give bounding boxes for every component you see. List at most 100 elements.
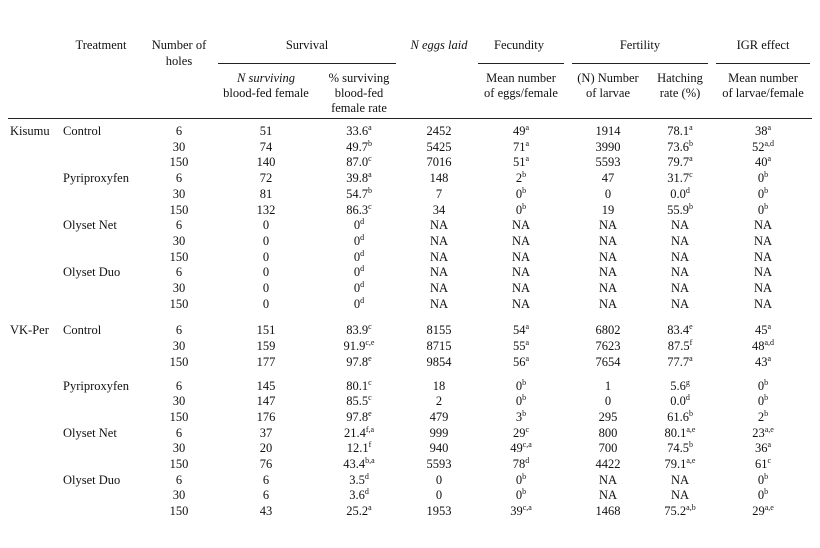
- eggs-cell: NA: [429, 218, 449, 233]
- site-cell: Kisumu: [10, 124, 50, 138]
- header-survival: Survival: [285, 38, 329, 52]
- superscript: b: [764, 185, 769, 195]
- treatment-cell: Control: [63, 124, 102, 138]
- subheader-surviving-2: blood-fed female: [223, 86, 309, 100]
- subheader-hatch-2: rate (%): [659, 86, 701, 100]
- surviving-cell: 20: [259, 441, 273, 456]
- superscript: b: [522, 408, 527, 418]
- larvae-cell: 700: [598, 441, 618, 456]
- superscript: a: [767, 123, 772, 132]
- hatch-cell: 77.7a: [667, 353, 693, 369]
- igr-cell: 0b: [757, 185, 769, 201]
- eggs-cell: 8155: [426, 323, 452, 338]
- superscript: c: [767, 456, 772, 465]
- fecundity-cell: 51a: [512, 154, 530, 170]
- holes-cell: 150: [169, 354, 189, 369]
- superscript: a: [689, 154, 693, 164]
- pct-cell: 12.1f: [346, 440, 372, 456]
- igr-cell: 0b: [757, 377, 769, 393]
- hatch-cell: 55.9b: [667, 201, 693, 217]
- hatch-cell: NA: [670, 218, 690, 233]
- igr-cell: 0b: [757, 393, 769, 409]
- fecundity-cell: 39c,a: [510, 503, 532, 519]
- larvae-cell: 1: [604, 378, 612, 393]
- subheader-larvae-1: (N) Number: [577, 71, 639, 85]
- superscript: e: [368, 353, 372, 363]
- larvae-cell: NA: [598, 218, 618, 233]
- larvae-cell: NA: [598, 281, 618, 295]
- superscript: c: [368, 393, 372, 403]
- superscript: a: [525, 338, 530, 348]
- igr-cell: NA: [753, 296, 773, 311]
- superscript: b: [522, 185, 527, 195]
- hatch-cell: 61.6b: [667, 408, 693, 424]
- holes-cell: 150: [169, 409, 189, 424]
- superscript: a,d: [764, 138, 775, 148]
- subheader-pct-2: blood-fed: [334, 86, 384, 100]
- holes-cell: 150: [169, 457, 189, 471]
- surviving-cell: 140: [256, 155, 276, 170]
- holes-cell: 30: [172, 233, 186, 248]
- superscript: e: [689, 322, 693, 332]
- superscript: d: [364, 471, 369, 481]
- header-fecundity: Fecundity: [494, 38, 544, 52]
- superscript: c: [368, 154, 372, 164]
- surviving-cell: 0: [262, 296, 270, 311]
- superscript: a: [767, 353, 772, 363]
- pct-cell: 25.2a: [346, 503, 372, 519]
- pct-cell: 0d: [353, 264, 365, 280]
- surviving-cell: 0: [262, 265, 270, 280]
- igr-cell: NA: [753, 249, 773, 264]
- larvae-cell: NA: [598, 265, 618, 280]
- treatment-cell: Pyriproxyfen: [63, 171, 129, 186]
- igr-cell: 45a: [754, 322, 772, 338]
- eggs-cell: 0: [435, 472, 443, 487]
- superscript: c,e: [365, 338, 375, 348]
- holes-cell: 30: [172, 186, 186, 201]
- rule-fertility: [572, 63, 708, 64]
- superscript: c,a: [522, 440, 532, 450]
- subheader-mean-larvae-2: of larvae/female: [722, 86, 804, 100]
- larvae-cell: 47: [601, 171, 615, 186]
- fecundity-cell: NA: [511, 218, 531, 233]
- header-igr: IGR effect: [736, 38, 790, 52]
- pct-cell: 87.0c: [346, 154, 372, 170]
- larvae-cell: 295: [598, 409, 618, 424]
- fecundity-cell: NA: [511, 249, 531, 264]
- superscript: c: [368, 201, 372, 211]
- pct-cell: 0d: [353, 232, 365, 248]
- fecundity-cell: 49a: [512, 123, 530, 139]
- pct-cell: 97.8e: [346, 408, 372, 424]
- hatch-cell: 78.1a: [667, 123, 693, 139]
- surviving-cell: 176: [256, 409, 276, 424]
- eggs-cell: 0: [435, 488, 443, 503]
- igr-cell: 48a,d: [751, 338, 775, 354]
- header-holes-2: holes: [165, 54, 193, 68]
- superscript: a: [368, 170, 372, 180]
- superscript: a,e: [764, 424, 774, 434]
- igr-cell: NA: [753, 233, 773, 248]
- holes-cell: 150: [169, 504, 189, 519]
- superscript: a,e: [686, 456, 696, 465]
- igr-cell: 61c: [754, 456, 772, 472]
- holes-cell: 6: [175, 218, 183, 233]
- holes-cell: 150: [169, 249, 189, 264]
- igr-cell: NA: [753, 281, 773, 295]
- fecundity-cell: 2b: [515, 170, 527, 186]
- eggs-cell: 148: [429, 171, 449, 186]
- superscript: b: [688, 201, 693, 211]
- holes-cell: 6: [175, 378, 183, 393]
- superscript: a: [767, 154, 772, 164]
- surviving-cell: 0: [262, 281, 270, 295]
- hatch-cell: NA: [670, 249, 690, 264]
- pct-cell: 3.5d: [349, 471, 369, 487]
- igr-cell: 38a: [754, 123, 772, 139]
- holes-cell: 30: [172, 339, 186, 354]
- fecundity-cell: 29c: [512, 424, 530, 440]
- hatch-cell: 79.7a: [667, 154, 693, 170]
- fecundity-cell: 49c,a: [510, 440, 532, 456]
- pct-cell: 91.9c,e: [343, 338, 375, 354]
- larvae-cell: 4422: [595, 457, 621, 471]
- eggs-cell: NA: [429, 296, 449, 311]
- subheader-pct-3: female rate: [331, 101, 387, 115]
